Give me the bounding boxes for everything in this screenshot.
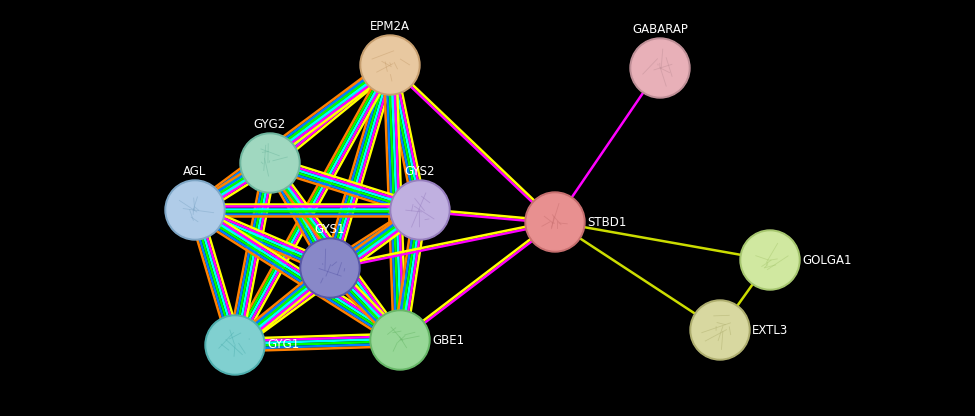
Circle shape bbox=[740, 230, 800, 290]
Text: EPM2A: EPM2A bbox=[370, 20, 410, 33]
Text: GYG1: GYG1 bbox=[267, 339, 299, 352]
Circle shape bbox=[372, 312, 428, 368]
Text: GYS1: GYS1 bbox=[315, 223, 345, 236]
Text: GABARAP: GABARAP bbox=[632, 23, 688, 36]
Circle shape bbox=[527, 194, 583, 250]
Circle shape bbox=[692, 302, 748, 358]
Circle shape bbox=[242, 135, 298, 191]
Circle shape bbox=[240, 133, 300, 193]
Circle shape bbox=[392, 182, 448, 238]
Circle shape bbox=[362, 37, 418, 93]
Text: EXTL3: EXTL3 bbox=[752, 324, 788, 337]
Circle shape bbox=[742, 232, 798, 288]
Circle shape bbox=[300, 238, 360, 298]
Text: STBD1: STBD1 bbox=[587, 215, 626, 228]
Circle shape bbox=[205, 315, 265, 375]
Text: AGL: AGL bbox=[183, 165, 207, 178]
Circle shape bbox=[690, 300, 750, 360]
Circle shape bbox=[360, 35, 420, 95]
Circle shape bbox=[390, 180, 450, 240]
Text: GBE1: GBE1 bbox=[432, 334, 464, 347]
Circle shape bbox=[630, 38, 690, 98]
Circle shape bbox=[165, 180, 225, 240]
Text: GYG2: GYG2 bbox=[254, 118, 286, 131]
Circle shape bbox=[370, 310, 430, 370]
Circle shape bbox=[167, 182, 223, 238]
Circle shape bbox=[207, 317, 263, 373]
Circle shape bbox=[632, 40, 688, 96]
Text: GYS2: GYS2 bbox=[405, 165, 435, 178]
Text: GOLGA1: GOLGA1 bbox=[802, 253, 851, 267]
Circle shape bbox=[302, 240, 358, 296]
Circle shape bbox=[525, 192, 585, 252]
